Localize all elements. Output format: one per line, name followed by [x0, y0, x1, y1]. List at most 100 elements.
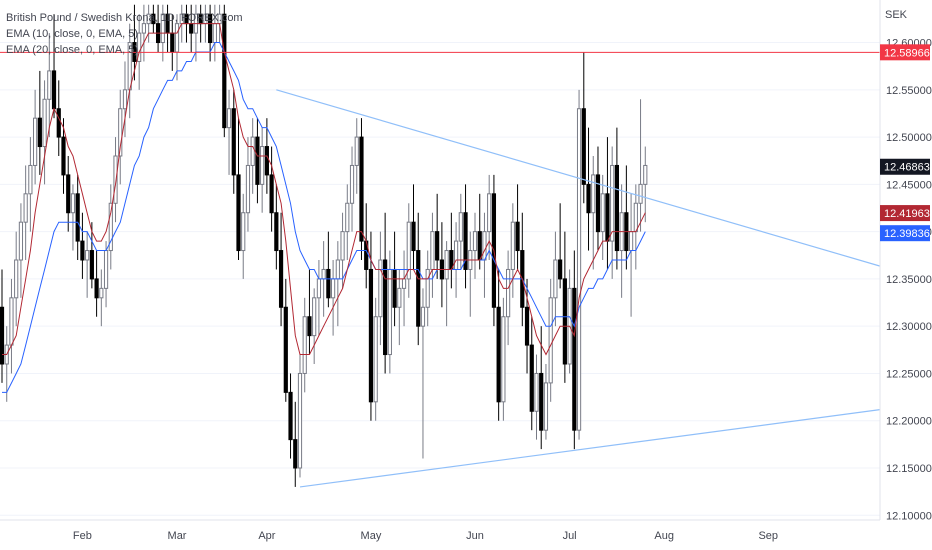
y-tick-label-10: 12.10000: [886, 510, 932, 522]
candle-85: [401, 250, 407, 327]
candle-body-106: [501, 316, 506, 403]
candle-127: [600, 174, 605, 260]
candle-body-66: [312, 297, 317, 337]
price-axis-background[interactable]: [880, 0, 932, 520]
candle-body-11: [51, 70, 57, 110]
y-tick-label-8: 12.20000: [886, 416, 932, 428]
candle-54: [255, 118, 260, 204]
candle-body-105: [496, 306, 501, 403]
price-tag-label-3: 12.39836: [884, 228, 930, 240]
candle-body-26: [122, 89, 128, 110]
candle-body-107: [506, 268, 511, 318]
candle-80: [378, 231, 383, 346]
candle-body-30: [141, 23, 147, 34]
candle-26: [122, 61, 128, 138]
candle-body-92: [435, 231, 440, 261]
candle-body-94: [444, 250, 449, 280]
candle-body-116: [548, 297, 553, 384]
candle-body-81: [383, 259, 388, 356]
candle-body-48: [226, 108, 232, 129]
candle-62: [293, 401, 298, 487]
candle-6: [28, 137, 33, 232]
candle-body-54: [255, 136, 260, 185]
candle-body-67: [316, 278, 322, 299]
candle-16: [75, 174, 80, 260]
candle-18: [85, 231, 90, 298]
candle-body-0: [0, 306, 5, 365]
candle-body-96: [453, 240, 459, 270]
candle-3: [14, 231, 19, 327]
candle-body-73: [345, 202, 350, 233]
candle-55: [260, 127, 265, 213]
candle-body-25: [118, 108, 123, 157]
candle-body-32: [151, 13, 156, 25]
candle-116: [548, 278, 553, 402]
candle-109: [515, 184, 520, 270]
candle-body-70: [331, 278, 336, 299]
candle-body-59: [278, 250, 284, 308]
ema10-line: [2, 23, 646, 356]
legend-ema10[interactable]: EMA (10, close, 0, EMA, 5): [6, 28, 139, 40]
candle-body-24: [113, 155, 118, 204]
candle-87: [411, 184, 416, 270]
candle-95: [449, 212, 454, 289]
candle-body-52: [245, 164, 251, 214]
candle-48: [226, 89, 232, 175]
candle-body-78: [368, 268, 374, 403]
candle-body-101: [477, 231, 482, 261]
candle-body-125: [591, 174, 596, 214]
y-tick-label-7: 12.25000: [886, 368, 932, 380]
legend-symbol[interactable]: British Pound / Swedish Krona, 1D, FOREX…: [6, 12, 243, 24]
candle-body-8: [37, 117, 42, 148]
legend-ema20[interactable]: EMA (20, close, 0, EMA, 5): [6, 44, 139, 56]
candle-93: [439, 222, 444, 308]
price-tag-label-0: 12.58966: [884, 47, 930, 59]
candle-21: [99, 269, 104, 327]
candle-body-18: [85, 250, 90, 261]
candle-79: [373, 297, 378, 421]
candle-body-100: [472, 231, 478, 252]
candle-72: [340, 212, 345, 289]
candles: [0, 4, 648, 487]
candle-103: [487, 174, 492, 260]
candle-body-22: [103, 250, 109, 289]
candle-74: [349, 146, 355, 232]
candle-body-55: [260, 146, 265, 185]
candle-body-123: [581, 108, 586, 185]
candle-99: [468, 231, 473, 317]
candle-97: [458, 193, 463, 270]
candle-body-16: [75, 193, 80, 242]
time-axis-background[interactable]: [0, 520, 932, 550]
candle-132: [624, 165, 629, 270]
candle-13: [61, 118, 66, 194]
candle-135: [638, 99, 643, 232]
candle-105: [496, 269, 501, 421]
candle-body-134: [633, 202, 638, 233]
candle-78: [368, 231, 374, 421]
candle-body-114: [539, 372, 544, 431]
trendline-upper: [276, 89, 882, 268]
candle-98: [463, 184, 468, 289]
candle-body-15: [70, 193, 76, 214]
candle-body-127: [600, 193, 605, 233]
candle-body-87: [411, 221, 416, 252]
candle-body-84: [397, 287, 402, 308]
candle-body-51: [241, 212, 246, 252]
price-tag-3: 12.39836: [880, 225, 930, 242]
candle-25: [118, 89, 123, 185]
candle-body-103: [487, 193, 492, 233]
price-tag-0: 12.58966: [880, 44, 930, 61]
candle-body-57: [269, 174, 274, 214]
candle-131: [619, 184, 624, 298]
price-tag-bg-3: [880, 225, 930, 242]
candle-body-135: [638, 183, 643, 204]
candle-body-7: [33, 117, 38, 166]
candle-body-133: [628, 231, 634, 252]
candle-body-13: [61, 136, 66, 176]
candle-113: [534, 354, 539, 440]
candle-body-117: [553, 259, 558, 299]
candle-body-129: [610, 164, 615, 242]
candle-body-9: [42, 98, 47, 148]
candle-body-29: [137, 32, 142, 62]
